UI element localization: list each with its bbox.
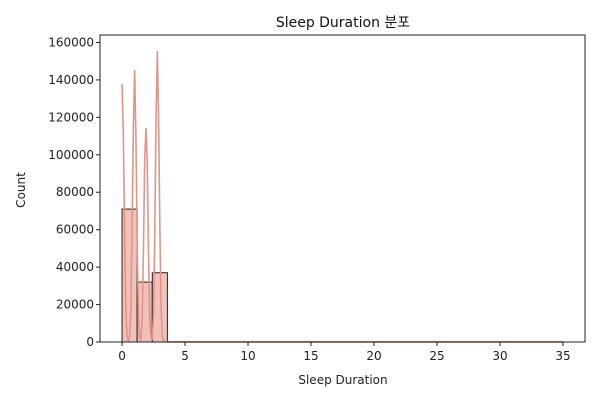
y-tick-label: 80000: [56, 185, 94, 199]
x-tick-label: 35: [555, 349, 570, 363]
y-axis: 0 20000 40000 60000 80000 100000 120000 140000 1…: [48, 35, 100, 349]
y-tick-label: 100000: [48, 148, 94, 162]
x-tick-label: 15: [303, 349, 318, 363]
x-axis: 0 5 10 15 20 25 30 35: [118, 342, 571, 363]
y-tick-label: 160000: [48, 35, 94, 49]
y-tick-label: 120000: [48, 110, 94, 124]
y-tick-label: 60000: [56, 223, 94, 237]
x-tick-label: 5: [181, 349, 189, 363]
x-axis-label: Sleep Duration: [298, 373, 387, 387]
x-tick-label: 20: [366, 349, 381, 363]
x-tick-label: 30: [492, 349, 507, 363]
x-tick-label: 0: [118, 349, 126, 363]
chart-title: Sleep Duration 분포: [276, 15, 410, 31]
plot-area: [99, 34, 586, 343]
y-tick-label: 40000: [56, 260, 94, 274]
x-tick-label: 10: [240, 349, 255, 363]
kde-line: [121, 51, 563, 343]
y-tick-label: 0: [86, 335, 94, 349]
y-tick-label: 20000: [56, 298, 94, 312]
y-tick-label: 140000: [48, 73, 94, 87]
plot-frame: [99, 34, 586, 343]
x-tick-label: 25: [429, 349, 444, 363]
y-axis-label: Count: [14, 172, 28, 208]
